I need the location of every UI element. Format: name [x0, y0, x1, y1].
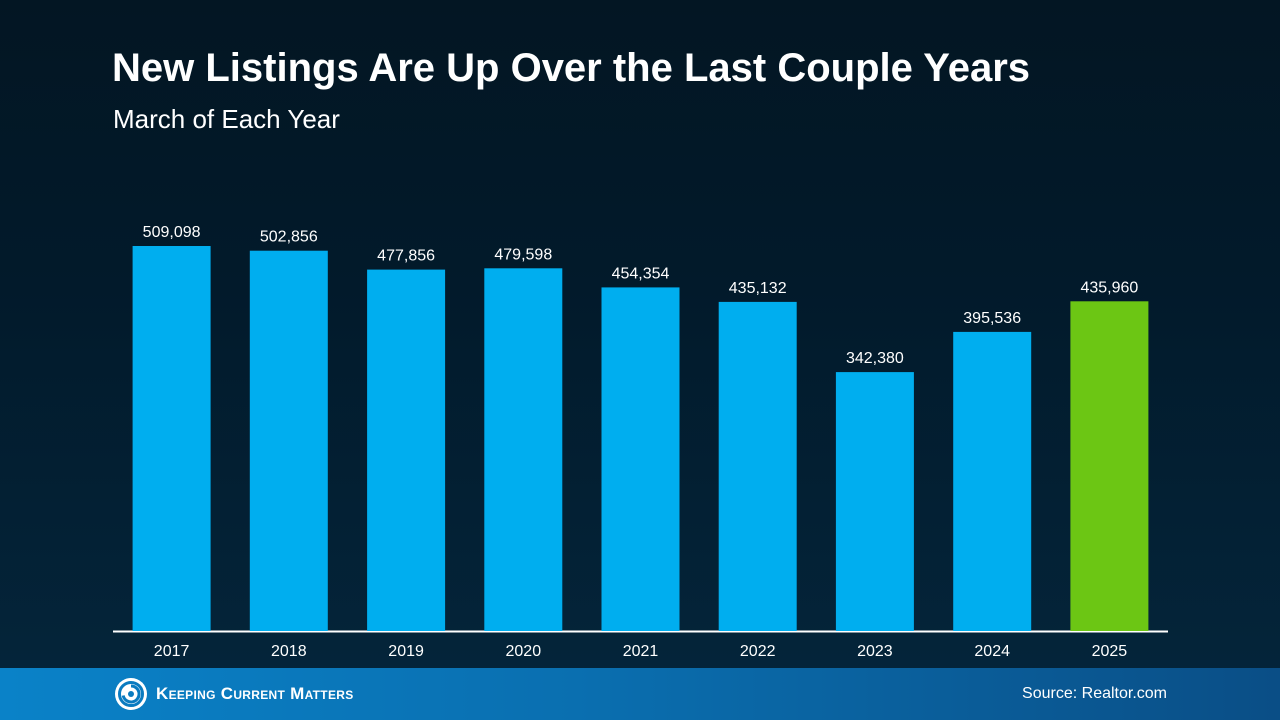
bar-2025 — [1070, 301, 1149, 631]
x-tick-label-2023: 2023 — [857, 643, 893, 660]
bar-2018 — [249, 250, 328, 631]
footer-bar: Keeping Current Matters Source: Realtor.… — [0, 668, 1280, 720]
chart-subtitle: March of Each Year — [113, 104, 340, 134]
data-label-2020: 479,598 — [494, 246, 552, 263]
chart-title: New Listings Are Up Over the Last Couple… — [112, 46, 1031, 90]
spiral-logo-icon — [115, 678, 147, 710]
bar-2019 — [367, 269, 446, 631]
bar-2020 — [484, 268, 563, 631]
bar-2023 — [835, 372, 914, 631]
x-tick-label-2025: 2025 — [1092, 643, 1128, 660]
x-tick-label-2017: 2017 — [154, 643, 190, 660]
data-label-2017: 509,098 — [143, 224, 201, 241]
data-label-2018: 502,856 — [260, 229, 318, 246]
bar-chart: 509,098 2017 502,856 2018 477,856 2019 479,598… — [132, 224, 1149, 660]
bar-2022 — [718, 301, 797, 631]
bar-2017 — [132, 246, 211, 631]
data-label-2022: 435,132 — [729, 280, 787, 297]
x-tick-label-2018: 2018 — [271, 643, 307, 660]
logo-text: Keeping Current Matters — [156, 684, 354, 703]
bar-2024 — [953, 331, 1032, 631]
data-label-2019: 477,856 — [377, 248, 435, 265]
data-label-2024: 395,536 — [963, 310, 1021, 327]
x-tick-label-2022: 2022 — [740, 643, 776, 660]
x-tick-label-2019: 2019 — [388, 643, 424, 660]
bar-2021 — [601, 287, 680, 631]
data-label-2025: 435,960 — [1080, 279, 1138, 296]
x-tick-label-2020: 2020 — [506, 643, 542, 660]
data-label-2021: 454,354 — [612, 265, 670, 282]
x-tick-label-2021: 2021 — [623, 643, 659, 660]
x-tick-label-2024: 2024 — [974, 643, 1010, 660]
source-note: Source: Realtor.com — [1022, 685, 1167, 702]
data-label-2023: 342,380 — [846, 350, 904, 367]
company-logo: Keeping Current Matters — [114, 676, 354, 712]
